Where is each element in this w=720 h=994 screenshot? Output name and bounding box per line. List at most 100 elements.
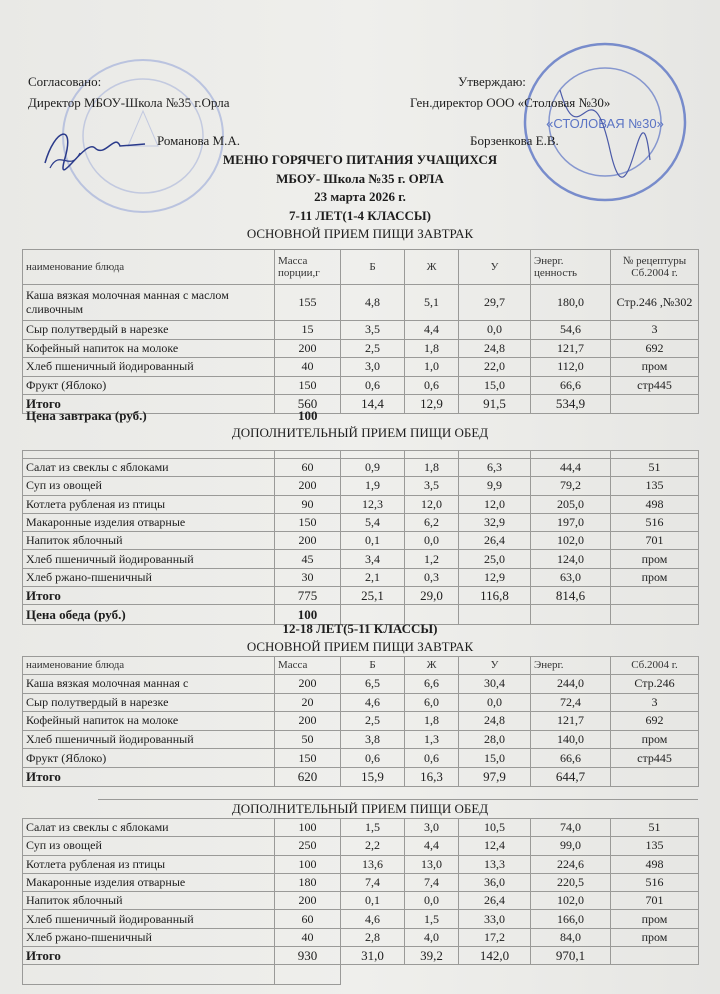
table-row-cell: 54,6	[530, 320, 611, 340]
table-row-cell: 66,6	[530, 748, 611, 768]
table-total-row-cell: 12,9	[404, 394, 459, 414]
table-row-cell: Сыр полутвердый в нарезке	[22, 692, 275, 713]
table-row-cell: 63,0	[530, 567, 611, 588]
approved-name: Борзенкова Е.В.	[470, 133, 559, 148]
agreed-name: Романова М.А.	[157, 133, 240, 148]
table-total-row-cell	[610, 766, 699, 787]
table-row-cell: 701	[610, 531, 699, 551]
table-total-row: Итого 620 15,9 16,3 97,9 644,7	[22, 766, 699, 787]
table-row: Котлета рубленая из птицы 100 13,6 13,0 13,3…	[22, 854, 699, 874]
table-row-cell: 60	[274, 909, 341, 929]
table-row-cell: Салат из свеклы с яблоками	[22, 457, 275, 478]
table-row-cell: Хлеб пшеничный йодированный	[22, 357, 275, 377]
table-row-cell: 200	[274, 338, 341, 359]
table-row-cell: 180,0	[530, 284, 611, 321]
table-row-cell: 2,5	[340, 338, 405, 359]
table-row-cell: 15,0	[458, 375, 531, 396]
table-row-cell: 28,0	[458, 729, 531, 750]
table-total-row-cell: Итого	[22, 946, 275, 966]
table-row-cell: 12,4	[458, 836, 531, 856]
table-row-cell: 6,0	[404, 692, 459, 713]
table-row-cell: 1,3	[404, 729, 459, 750]
table-row-cell: Каша вязкая молочная манная с маслом сли…	[22, 284, 275, 321]
breakfast-price-label: Цена завтрака (руб.)	[26, 408, 147, 423]
table-row-cell: 1,8	[404, 711, 459, 731]
table-row: Фрукт (Яблоко) 150 0,6 0,6 15,0 66,6 стр445	[22, 375, 699, 396]
table-row-cell: 4,6	[340, 692, 405, 713]
agreed-by: Директор МБОУ-Школа №35 г.Орла	[28, 95, 230, 110]
table-row-cell: 1,5	[404, 909, 459, 929]
table-row-cell: 40	[274, 357, 341, 377]
table-total-row-cell: 814,6	[530, 586, 611, 606]
table-total-row-cell: 534,9	[530, 394, 611, 414]
table-row: Сыр полутвердый в нарезке 20 4,6 6,0 0,0 72,4…	[22, 692, 699, 713]
table-row-cell: 90	[274, 494, 341, 514]
table-total-row-cell: 970,1	[530, 946, 611, 966]
table-row-cell: 498	[610, 854, 699, 874]
price-value: 100	[274, 604, 341, 626]
table-total-row-cell: 31,0	[340, 946, 405, 966]
menu-date: 23 марта 2026 г.	[314, 189, 406, 204]
breakfast-table-senior: наименование блюда Масса Б Ж У Энерг. Сб.2004 …	[22, 656, 699, 787]
table-row-cell: 180	[274, 872, 341, 893]
table-total-row-cell: 775	[274, 586, 341, 606]
table-row-cell: 84,0	[530, 927, 611, 948]
table-total-row-cell: 14,4	[340, 394, 405, 414]
table-row-cell: 12,9	[458, 567, 531, 588]
table-row-cell: 516	[610, 512, 699, 533]
table-total-row-cell: 91,5	[458, 394, 531, 414]
school-stamp-icon	[62, 59, 224, 213]
age-group-1: 7-11 ЛЕТ(1-4 КЛАССЫ)	[288, 208, 432, 223]
table-row-cell: 692	[610, 338, 699, 359]
table-row-cell: 5,1	[404, 284, 459, 321]
table-total-row-cell: 16,3	[404, 766, 459, 787]
table-row-cell: 701	[610, 891, 699, 911]
table-row-cell: Кофейный напиток на молоке	[22, 711, 275, 731]
table-row: Салат из свеклы с яблоками 60 0,9 1,8 6,3 44,…	[22, 457, 699, 478]
table-row-cell: 200	[274, 891, 341, 911]
section-breakfast-1: ОСНОВНОЙ ПРИЕМ ПИЩИ ЗАВТРАК	[246, 226, 474, 241]
page-title: МЕНЮ ГОРЯЧЕГО ПИТАНИЯ УЧАЩИХСЯ	[222, 152, 498, 167]
table-row-cell: 33,0	[458, 909, 531, 929]
table-total-row-cell: Итого	[22, 394, 275, 414]
section-breakfast-2: ОСНОВНОЙ ПРИЕМ ПИЩИ ЗАВТРАК	[246, 639, 474, 654]
table-row-cell: 200	[274, 711, 341, 731]
table-row-cell: 45	[274, 549, 341, 569]
table-row: Хлеб пшеничный йодированный 40 3,0 1,0 22,0 1…	[22, 357, 699, 377]
table-row-cell: 1,2	[404, 549, 459, 569]
table-row-cell: 0,6	[404, 375, 459, 396]
table-row-cell: 6,3	[458, 457, 531, 478]
table-total-row: Итого 775 25,1 29,0 116,8 814,6	[22, 586, 699, 606]
table-row-cell: 0,6	[340, 748, 405, 768]
table-row-cell: 6,6	[404, 674, 459, 694]
section-lunch-2: ДОПОЛНИТЕЛЬНЫЙ ПРИЕМ ПИЩИ ОБЕД	[231, 801, 489, 816]
table-total-row-cell: Итого	[22, 766, 275, 787]
table-row-cell: 0,0	[404, 531, 459, 551]
table-row-cell: пром	[610, 729, 699, 750]
table-row-cell: 2,8	[340, 927, 405, 948]
table-row-cell: 12,0	[458, 494, 531, 514]
table-row-cell: Хлеб ржано-пшеничный	[22, 927, 275, 948]
table-header: наименование блюда Масса порции,г Б Ж У Энерг…	[22, 249, 699, 285]
table-row-cell: 12,0	[404, 494, 459, 514]
table-total-row-cell	[610, 946, 699, 966]
table-row-cell: 0,0	[404, 891, 459, 911]
table-row: Фрукт (Яблоко) 150 0,6 0,6 15,0 66,6 стр445	[22, 748, 699, 768]
table-total-row-cell: 620	[274, 766, 341, 787]
table-row-cell: 99,0	[530, 836, 611, 856]
table-row-cell: 4,0	[404, 927, 459, 948]
breakfast-price: 100	[298, 408, 318, 423]
table-row-cell: Суп из овощей	[22, 836, 275, 856]
table-total-row-cell: 116,8	[458, 586, 531, 606]
table-row-cell: 100	[274, 854, 341, 874]
table-row-cell: 150	[274, 512, 341, 533]
table-header-cell: Энерг.	[530, 656, 611, 675]
table-header: наименование блюда Масса Б Ж У Энерг. Сб.2004 …	[22, 656, 699, 675]
table-header-cell: наименование блюда	[22, 656, 275, 675]
table-row: Макаронные изделия отварные 150 5,4 6,2 32,9…	[22, 512, 699, 533]
table-row-cell: 166,0	[530, 909, 611, 929]
table-row: Хлеб пшеничный йодированный 45 3,4 1,2 25,0 1…	[22, 549, 699, 569]
table-total-row-cell: 15,9	[340, 766, 405, 787]
table-row-cell: 17,2	[458, 927, 531, 948]
table-row-cell: пром	[610, 927, 699, 948]
